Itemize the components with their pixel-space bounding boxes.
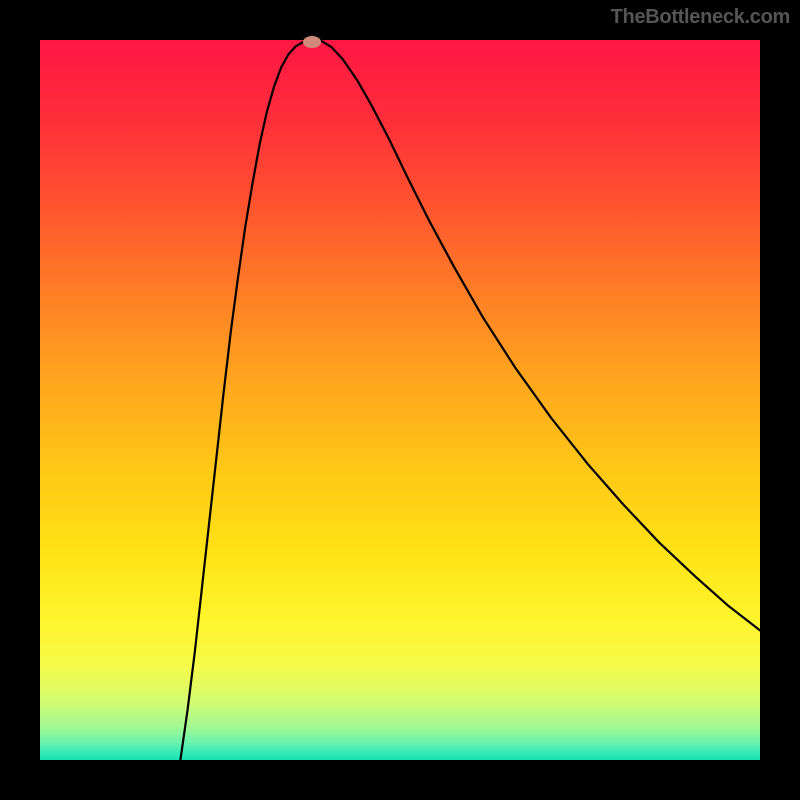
watermark-text: TheBottleneck.com	[611, 6, 790, 29]
chart-container: TheBottleneck.com	[0, 0, 800, 800]
plot-area	[40, 40, 760, 760]
